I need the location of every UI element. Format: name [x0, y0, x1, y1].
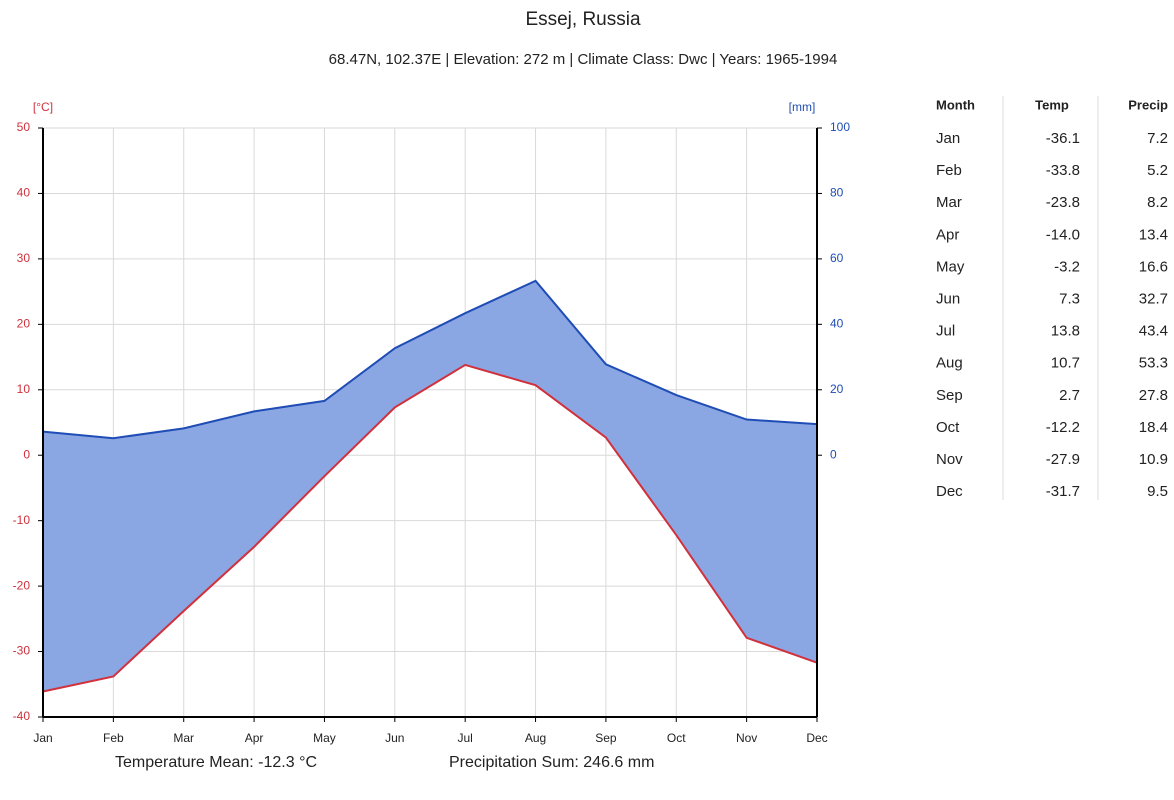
precip-fill	[43, 280, 817, 692]
temp-line	[42, 363, 818, 693]
table-precip: 16.6	[1139, 258, 1168, 275]
table-month: Sep	[936, 387, 963, 404]
table-month: Dec	[936, 483, 963, 500]
chart-subtitle: 68.47N, 102.37E | Elevation: 272 m | Cli…	[329, 51, 838, 68]
table-temp: -36.1	[1046, 130, 1080, 147]
table-precip: 7.2	[1147, 130, 1168, 147]
table-precip: 43.4	[1139, 323, 1168, 340]
x-tick-label: Aug	[525, 731, 546, 745]
y2-tick-label: 0	[830, 447, 837, 461]
table-month: Nov	[936, 451, 963, 468]
table-month: Mar	[936, 194, 962, 211]
y-tick-label: 40	[17, 186, 31, 200]
table-precip: 27.8	[1139, 387, 1168, 404]
table-precip: 53.3	[1139, 355, 1168, 372]
y-tick-label: -30	[13, 644, 31, 658]
table-temp: -31.7	[1046, 483, 1080, 500]
y-tick-label: 30	[17, 251, 31, 265]
table-temp: -14.0	[1046, 226, 1080, 243]
x-tick-label: Sep	[595, 731, 617, 745]
table-temp: -33.8	[1046, 162, 1080, 179]
x-tick-label: Nov	[736, 731, 757, 745]
footer-precipitation: Precipitation Sum: 246.6 mm	[449, 754, 654, 771]
x-tick-label: Apr	[245, 731, 264, 745]
x-tick-label: Jan	[33, 731, 52, 745]
y-tick-label: -10	[13, 513, 31, 527]
y2-tick-label: 100	[830, 120, 850, 134]
table-month: Jan	[936, 130, 960, 147]
table-precip: 32.7	[1139, 290, 1168, 307]
table-header: Temp	[1035, 97, 1069, 112]
y-tick-label: 10	[17, 382, 31, 396]
y-tick-label: -20	[13, 578, 31, 592]
y-axis-label: [°C]	[33, 100, 53, 114]
y2-tick-label: 20	[830, 382, 844, 396]
y-tick-label: 20	[17, 317, 31, 331]
table-header: Month	[936, 97, 975, 112]
table-temp: 7.3	[1059, 290, 1080, 307]
table-precip: 5.2	[1147, 162, 1168, 179]
footer-temperature: Temperature Mean: -12.3 °C	[115, 754, 317, 771]
y2-tick-label: 80	[830, 186, 844, 200]
y2-axis-label: [mm]	[789, 100, 816, 114]
table-precip: 10.9	[1139, 451, 1168, 468]
y2-tick-label: 60	[830, 251, 844, 265]
chart-title: Essej, Russia	[525, 9, 641, 30]
table-temp: -3.2	[1054, 258, 1080, 275]
x-tick-label: Jun	[385, 731, 404, 745]
x-tick-label: Jul	[458, 731, 473, 745]
table-precip: 9.5	[1147, 483, 1168, 500]
table-month: Feb	[936, 162, 962, 179]
table-precip: 18.4	[1139, 419, 1168, 436]
table-header: Precip	[1128, 97, 1168, 112]
x-tick-label: May	[313, 731, 336, 745]
y-tick-label: 0	[23, 447, 30, 461]
y2-tick-label: 40	[830, 317, 844, 331]
table-month: Jul	[936, 323, 955, 340]
table-month: Oct	[936, 419, 960, 436]
table-precip: 8.2	[1147, 194, 1168, 211]
table-month: May	[936, 258, 965, 275]
table-temp: 2.7	[1059, 387, 1080, 404]
table-temp: -27.9	[1046, 451, 1080, 468]
x-tick-label: Feb	[103, 731, 124, 745]
table-temp: -23.8	[1046, 194, 1080, 211]
table-precip: 13.4	[1139, 226, 1168, 243]
table-month: Apr	[936, 226, 959, 243]
x-tick-label: Mar	[173, 731, 194, 745]
table-temp: 13.8	[1051, 323, 1080, 340]
table-temp: -12.2	[1046, 419, 1080, 436]
table-month: Jun	[936, 290, 960, 307]
y-tick-label: 50	[17, 120, 31, 134]
x-tick-label: Oct	[667, 731, 686, 745]
y-tick-label: -40	[13, 709, 31, 723]
table-temp: 10.7	[1051, 355, 1080, 372]
table-month: Aug	[936, 355, 963, 372]
x-tick-label: Dec	[806, 731, 827, 745]
precip-line	[42, 279, 818, 440]
